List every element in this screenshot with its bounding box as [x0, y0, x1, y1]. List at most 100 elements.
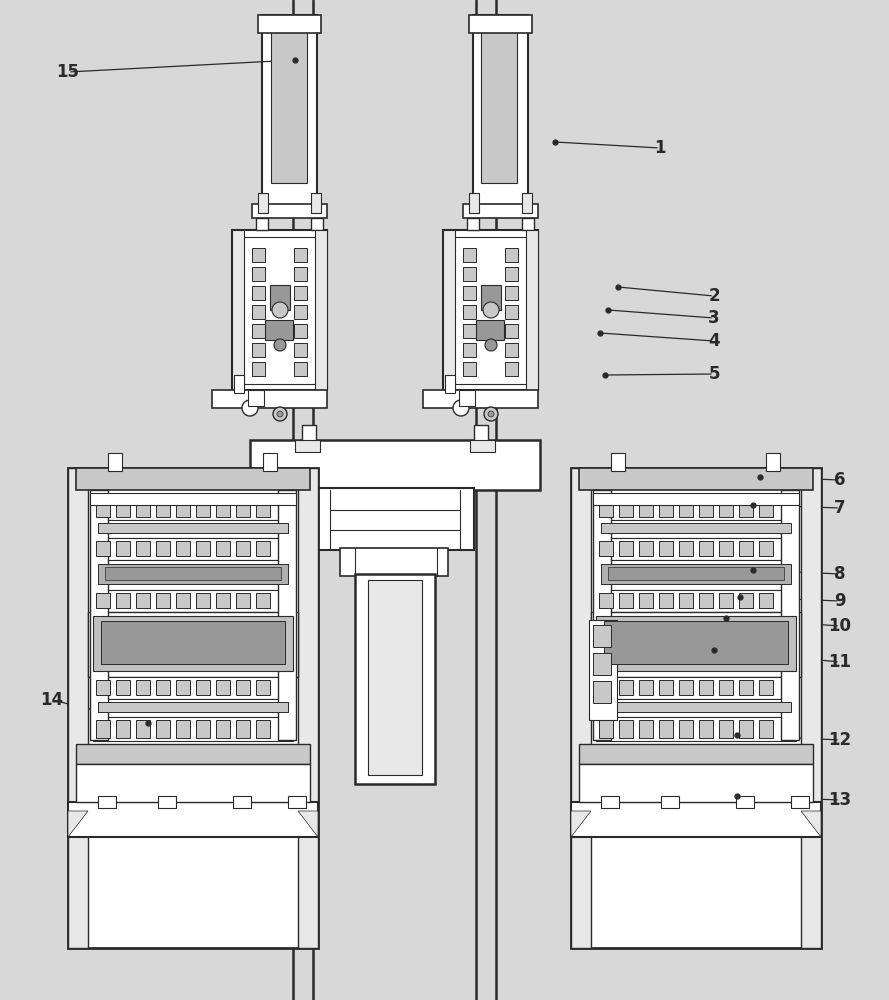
- Bar: [265, 320, 293, 340]
- Bar: [176, 720, 190, 738]
- Bar: [236, 720, 250, 738]
- Bar: [88, 612, 298, 677]
- Bar: [196, 680, 210, 695]
- Bar: [596, 496, 796, 520]
- Circle shape: [273, 407, 287, 421]
- Bar: [443, 230, 455, 390]
- Bar: [98, 796, 116, 808]
- Text: 15: 15: [57, 63, 79, 81]
- Bar: [739, 680, 753, 695]
- Bar: [252, 204, 327, 218]
- Polygon shape: [298, 811, 318, 837]
- Bar: [76, 744, 310, 764]
- Bar: [611, 453, 625, 471]
- Bar: [298, 468, 318, 948]
- Bar: [294, 324, 307, 338]
- Bar: [596, 717, 796, 741]
- Bar: [258, 193, 268, 213]
- Bar: [759, 541, 773, 556]
- Bar: [659, 680, 673, 695]
- Bar: [136, 499, 150, 517]
- Bar: [739, 499, 753, 517]
- Bar: [98, 564, 288, 584]
- Bar: [158, 796, 176, 808]
- Bar: [68, 468, 88, 948]
- Bar: [604, 621, 788, 664]
- Text: 11: 11: [829, 653, 852, 671]
- Bar: [294, 267, 307, 281]
- Bar: [136, 593, 150, 608]
- Bar: [463, 362, 476, 376]
- Bar: [619, 720, 633, 738]
- Bar: [116, 593, 130, 608]
- Bar: [599, 593, 613, 608]
- Bar: [96, 680, 110, 695]
- Bar: [505, 362, 518, 376]
- Bar: [294, 362, 307, 376]
- Bar: [355, 574, 435, 784]
- Bar: [579, 468, 813, 490]
- Bar: [294, 343, 307, 357]
- Bar: [250, 440, 540, 490]
- Bar: [759, 720, 773, 738]
- Bar: [156, 541, 170, 556]
- Bar: [212, 390, 327, 408]
- Text: 7: 7: [834, 499, 845, 517]
- Bar: [719, 541, 733, 556]
- Bar: [599, 499, 613, 517]
- Bar: [252, 267, 265, 281]
- Circle shape: [277, 411, 283, 417]
- Bar: [593, 490, 611, 740]
- Bar: [661, 796, 679, 808]
- Bar: [116, 499, 130, 517]
- Bar: [196, 720, 210, 738]
- Bar: [599, 541, 613, 556]
- Bar: [699, 541, 713, 556]
- Bar: [311, 193, 321, 213]
- Bar: [156, 499, 170, 517]
- Bar: [463, 343, 476, 357]
- Bar: [759, 680, 773, 695]
- Bar: [311, 218, 323, 230]
- Bar: [90, 490, 108, 740]
- Bar: [591, 612, 801, 677]
- Bar: [314, 488, 474, 550]
- Bar: [596, 616, 796, 671]
- Text: 6: 6: [834, 471, 845, 489]
- Bar: [596, 560, 796, 590]
- Bar: [679, 499, 693, 517]
- Text: 9: 9: [834, 592, 845, 610]
- Bar: [736, 796, 754, 808]
- Bar: [469, 193, 479, 213]
- Text: 3: 3: [709, 309, 720, 327]
- Bar: [256, 680, 270, 695]
- Bar: [593, 653, 611, 675]
- Bar: [505, 267, 518, 281]
- Bar: [599, 680, 613, 695]
- Bar: [759, 499, 773, 517]
- Bar: [601, 564, 791, 584]
- Bar: [136, 720, 150, 738]
- Bar: [766, 453, 780, 471]
- Circle shape: [274, 339, 286, 351]
- Bar: [659, 720, 673, 738]
- Bar: [526, 230, 538, 390]
- Bar: [176, 499, 190, 517]
- Bar: [216, 720, 230, 738]
- Bar: [505, 305, 518, 319]
- Bar: [451, 237, 529, 384]
- Bar: [156, 680, 170, 695]
- Polygon shape: [801, 811, 821, 837]
- Bar: [699, 593, 713, 608]
- Bar: [445, 375, 455, 393]
- Bar: [116, 720, 130, 738]
- Bar: [216, 499, 230, 517]
- Bar: [571, 468, 591, 948]
- Bar: [801, 468, 821, 948]
- Bar: [252, 324, 265, 338]
- Text: 4: 4: [709, 332, 720, 350]
- Bar: [739, 593, 753, 608]
- Bar: [116, 541, 130, 556]
- Bar: [236, 541, 250, 556]
- Bar: [156, 593, 170, 608]
